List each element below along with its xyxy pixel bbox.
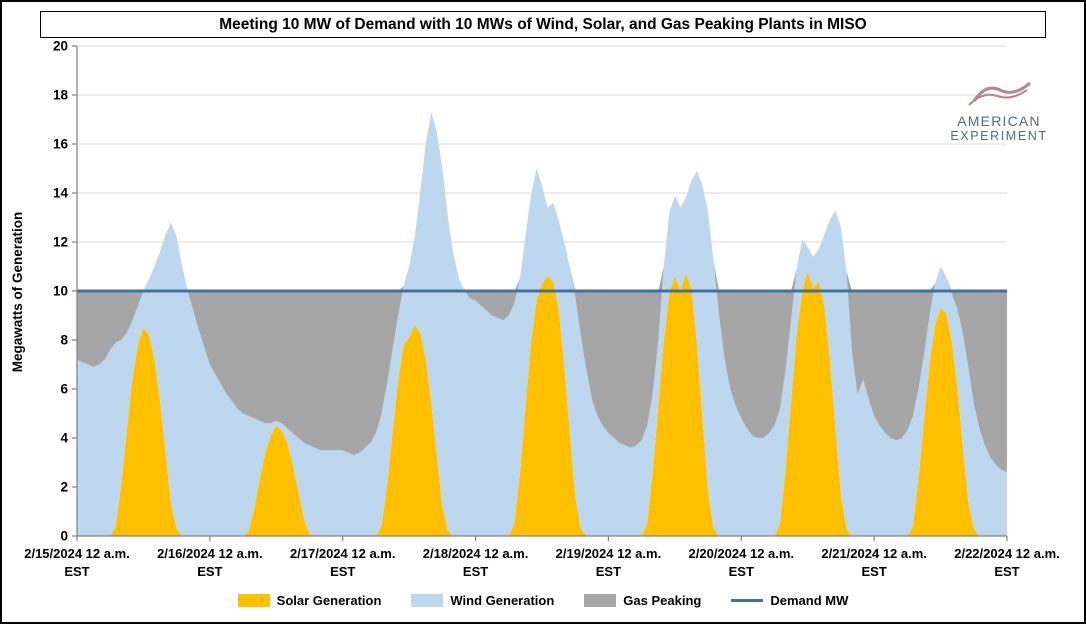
y-tick-label: 10 — [53, 284, 68, 299]
legend-item-solar: Solar Generation — [237, 593, 382, 608]
x-tick-label: 2/19/2024 12 a.m. — [556, 546, 662, 561]
x-tick-label-tz: EST — [197, 564, 222, 579]
solar-swatch-icon — [237, 594, 270, 607]
y-tick-label: 18 — [53, 88, 69, 103]
y-tick-label: 2 — [60, 480, 68, 495]
x-tick-label-tz: EST — [463, 564, 488, 579]
american-experiment-logo: AMERICAN EXPERIMENT — [944, 80, 1054, 143]
x-tick-label: 2/17/2024 12 a.m. — [290, 546, 396, 561]
y-tick-label: 14 — [53, 186, 69, 201]
y-tick-label: 4 — [60, 431, 68, 446]
y-tick-label: 8 — [60, 333, 68, 348]
x-tick-label-tz: EST — [64, 564, 89, 579]
gas-swatch-icon — [584, 594, 617, 607]
legend-label-wind: Wind Generation — [450, 593, 555, 608]
gas-peaking-area — [77, 112, 1007, 473]
y-tick-label: 20 — [53, 39, 68, 54]
legend-item-gas: Gas Peaking — [584, 593, 701, 608]
legend-label-demand: Demand MW — [770, 593, 849, 608]
x-tick-label: 2/22/2024 12 a.m. — [954, 546, 1060, 561]
x-tick-label: 2/16/2024 12 a.m. — [157, 546, 263, 561]
solar-generation-area — [77, 271, 1007, 536]
y-tick-label: 6 — [60, 382, 68, 397]
x-tick-label: 2/18/2024 12 a.m. — [423, 546, 529, 561]
x-tick-label-tz: EST — [861, 564, 886, 579]
legend-label-solar: Solar Generation — [276, 593, 382, 608]
y-tick-label: 0 — [60, 529, 68, 544]
x-tick-label-tz: EST — [596, 564, 621, 579]
wind-swatch-icon — [411, 594, 444, 607]
legend-label-gas: Gas Peaking — [623, 593, 702, 608]
chart-legend: Solar Generation Wind Generation Gas Pea… — [2, 593, 1084, 608]
legend-item-wind: Wind Generation — [411, 593, 554, 608]
y-tick-label: 12 — [53, 235, 68, 250]
y-tick-label: 16 — [53, 137, 69, 152]
x-tick-label: 2/21/2024 12 a.m. — [821, 546, 927, 561]
chart-title: Meeting 10 MW of Demand with 10 MWs of W… — [40, 11, 1046, 38]
demand-line-swatch-icon — [731, 598, 764, 603]
x-tick-label-tz: EST — [729, 564, 754, 579]
logo-line2: EXPERIMENT — [950, 129, 1048, 143]
logo-swoosh-icon — [968, 81, 1031, 106]
x-tick-label: 2/15/2024 12 a.m. — [24, 546, 130, 561]
x-tick-label-tz: EST — [330, 564, 355, 579]
x-tick-label: 2/20/2024 12 a.m. — [689, 546, 795, 561]
x-tick-label-tz: EST — [994, 564, 1019, 579]
legend-item-demand: Demand MW — [731, 593, 848, 608]
wind-generation-area — [77, 112, 1007, 536]
y-axis-title: Megawatts of Generation — [10, 211, 25, 373]
logo-line1: AMERICAN — [957, 113, 1041, 129]
